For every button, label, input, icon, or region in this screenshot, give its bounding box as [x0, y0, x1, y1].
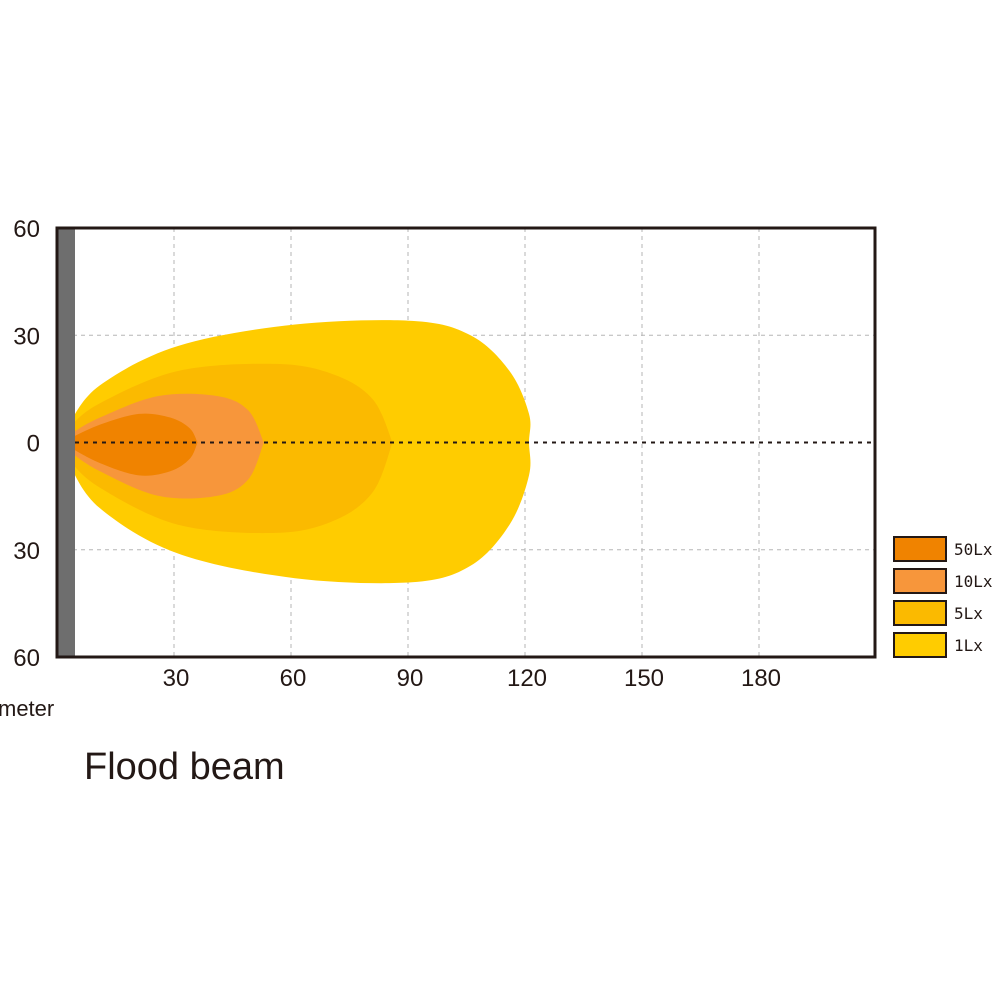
plot-frame	[55, 226, 877, 659]
x-tick-label-3: 120	[507, 665, 547, 692]
y-tick-label-3: 30	[13, 538, 40, 565]
chart-caption: Flood beam	[84, 746, 285, 788]
legend-label-10lx: 10Lx	[954, 572, 993, 591]
x-tick-label-2: 90	[397, 665, 424, 692]
legend-swatch-5lx	[893, 600, 947, 626]
legend-swatch-50lx	[893, 536, 947, 562]
x-tick-label-4: 150	[624, 665, 664, 692]
legend-swatch-10lx	[893, 568, 947, 594]
legend-label-50lx: 50Lx	[954, 540, 993, 559]
y-tick-label-2: 0	[27, 431, 40, 458]
x-axis-label: meter	[0, 696, 54, 721]
lamp-source	[57, 228, 75, 657]
beam-pattern	[62, 320, 531, 584]
y-tick-label-1: 30	[13, 323, 40, 350]
legend-label-1lx: 1Lx	[954, 636, 983, 655]
legend: 50Lx 10Lx 5Lx 1Lx	[893, 536, 993, 658]
x-tick-label-0: 30	[163, 665, 190, 692]
legend-swatch-1lx	[893, 632, 947, 658]
x-tick-label-5: 180	[741, 665, 781, 692]
x-tick-label-1: 60	[280, 665, 307, 692]
x-axis-tick-labels: 30 60 90 120 150 180	[163, 665, 781, 692]
y-tick-label-0: 60	[13, 216, 40, 243]
y-axis-tick-labels: 60 30 0 30 60	[13, 216, 40, 672]
legend-label-5lx: 5Lx	[954, 604, 983, 623]
beam-contour-50lx	[62, 413, 199, 476]
y-tick-label-4: 60	[13, 645, 40, 672]
